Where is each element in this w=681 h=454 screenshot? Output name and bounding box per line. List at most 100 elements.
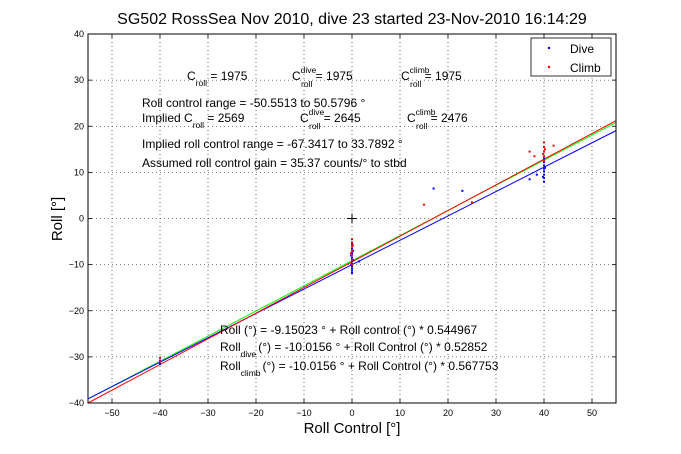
y-tick-label: 0 <box>79 214 84 224</box>
croll-sub2: roll <box>301 79 312 89</box>
annotation-implied: Implied Croll = 2569 <box>142 111 245 130</box>
climb-point <box>351 244 354 247</box>
data-points <box>159 141 555 365</box>
croll-sub1: roll <box>196 78 207 88</box>
annotation-croll-dive: Cdive roll = 1975 <box>292 65 353 89</box>
y-tick-label: 40 <box>74 29 84 39</box>
implied-sub3: roll <box>416 121 427 131</box>
climb-point <box>351 241 353 244</box>
x-tick-label: 40 <box>539 408 549 418</box>
annotation-implied-dive: Cdive roll = 2645 <box>300 107 361 131</box>
x-tick-label: −10 <box>296 408 311 418</box>
climb-point <box>351 259 353 262</box>
x-tick-label: 20 <box>443 408 453 418</box>
annotation-range: Roll control range = -50.5513 to 50.5796… <box>142 96 365 110</box>
climb-point <box>528 150 531 153</box>
climb-point <box>533 155 536 158</box>
implied-sup-climb: climb <box>416 107 436 117</box>
y-tick-label: 20 <box>74 121 84 131</box>
fit2-sub: dive <box>241 349 257 359</box>
climb-point <box>350 252 353 255</box>
annotation-gain: Assumed roll control gain = 35.37 counts… <box>142 156 407 170</box>
dive-point <box>351 269 353 272</box>
fit3-rest: (°) = -10.0156 ° + Roll Control (°) * 0.… <box>263 359 499 373</box>
climb-point <box>552 144 555 147</box>
annotation-croll: Croll = 1975 <box>187 69 248 88</box>
dive-point <box>543 161 545 164</box>
legend-box <box>530 37 612 77</box>
climb-point <box>543 141 545 144</box>
annotation-implied-climb: Cclimb roll = 2476 <box>407 107 468 131</box>
y-tick-label: −30 <box>69 352 84 362</box>
annotations: Croll = 1975 Cdive roll = 1975 Cclimb roll… <box>142 65 499 378</box>
implied-sub2: roll <box>309 121 320 131</box>
implied-prefix: Implied C <box>142 111 193 125</box>
dive-point <box>535 173 538 176</box>
dive-point <box>351 247 353 250</box>
crosshair-marker <box>347 213 357 224</box>
x-tick-label: 10 <box>395 408 405 418</box>
y-tick-label: 30 <box>74 75 84 85</box>
y-axis-label: Roll [°] <box>49 197 66 241</box>
legend-label-climb: Climb <box>570 61 601 75</box>
croll-sup-dive: dive <box>301 65 317 75</box>
dive-point <box>543 173 545 176</box>
climb-point <box>159 360 161 363</box>
dive-point <box>543 157 545 160</box>
y-tick-label: −10 <box>69 260 84 270</box>
legend-marker-climb <box>547 65 551 69</box>
dive-point <box>351 267 353 270</box>
x-axis-label: Roll Control [°] <box>304 420 401 437</box>
legend-marker-dive <box>547 46 551 50</box>
annotation-fit: Roll (°) = -9.15023 ° + Roll control (°)… <box>220 323 478 337</box>
x-tick-label: 50 <box>587 408 597 418</box>
dive-point <box>543 164 545 167</box>
climb-point <box>543 146 545 149</box>
annotation-fit-dive: Rolldive (°) = -10.0156 ° + Roll Control … <box>220 340 488 359</box>
climb-point <box>543 155 545 158</box>
x-tick-label: −50 <box>104 408 119 418</box>
chart-title: SG502 RossSea Nov 2010, dive 23 started … <box>117 11 587 28</box>
climb-point <box>351 263 353 266</box>
climb-point <box>543 150 545 153</box>
climb-point <box>351 238 353 241</box>
y-tick-label: −20 <box>69 306 84 316</box>
dive-point <box>432 187 435 190</box>
croll-c1: C <box>187 69 196 83</box>
dive-point <box>543 180 545 183</box>
implied-c2: C <box>300 111 309 125</box>
dive-point <box>358 260 361 263</box>
fit3-prefix: Roll <box>220 359 241 373</box>
climb-point <box>543 159 545 162</box>
climb-point <box>351 249 353 252</box>
dive-point <box>351 256 353 259</box>
x-tick-label: −40 <box>152 408 167 418</box>
climb-point <box>423 203 425 206</box>
x-tick-label: −30 <box>200 408 215 418</box>
dive-point <box>351 242 353 245</box>
climb-point <box>542 152 545 155</box>
dive-point <box>159 362 161 365</box>
croll-eq2: = 1975 <box>312 69 353 83</box>
x-tick-label: 0 <box>349 408 354 418</box>
implied-eq1: = 2569 <box>204 111 245 125</box>
axis-ticks: −50 −40 −30 −20 −10 0 10 20 30 40 50 −40 −30 −20 −10 0 1… <box>69 29 616 418</box>
dive-point <box>543 166 546 169</box>
legend-label-dive: Dive <box>570 42 594 56</box>
croll-eq3: = 1975 <box>421 69 462 83</box>
dive-point <box>351 265 353 268</box>
climb-point <box>543 148 546 151</box>
y-tick-label: 10 <box>74 167 84 177</box>
dive-point <box>542 175 545 178</box>
climb-point <box>351 254 353 257</box>
x-tick-label: −20 <box>248 408 263 418</box>
croll-eq1: = 1975 <box>207 69 248 83</box>
annotation-croll-climb: Cclimb roll = 1975 <box>401 65 462 89</box>
fit2-rest: (°) = -10.0156 ° + Roll Control (°) * 0.… <box>258 340 488 354</box>
croll-sup-climb: climb <box>410 65 430 75</box>
dive-point <box>528 178 531 181</box>
dive-point <box>351 271 353 274</box>
climb-point <box>159 356 161 359</box>
fit2-prefix: Roll <box>220 340 241 354</box>
